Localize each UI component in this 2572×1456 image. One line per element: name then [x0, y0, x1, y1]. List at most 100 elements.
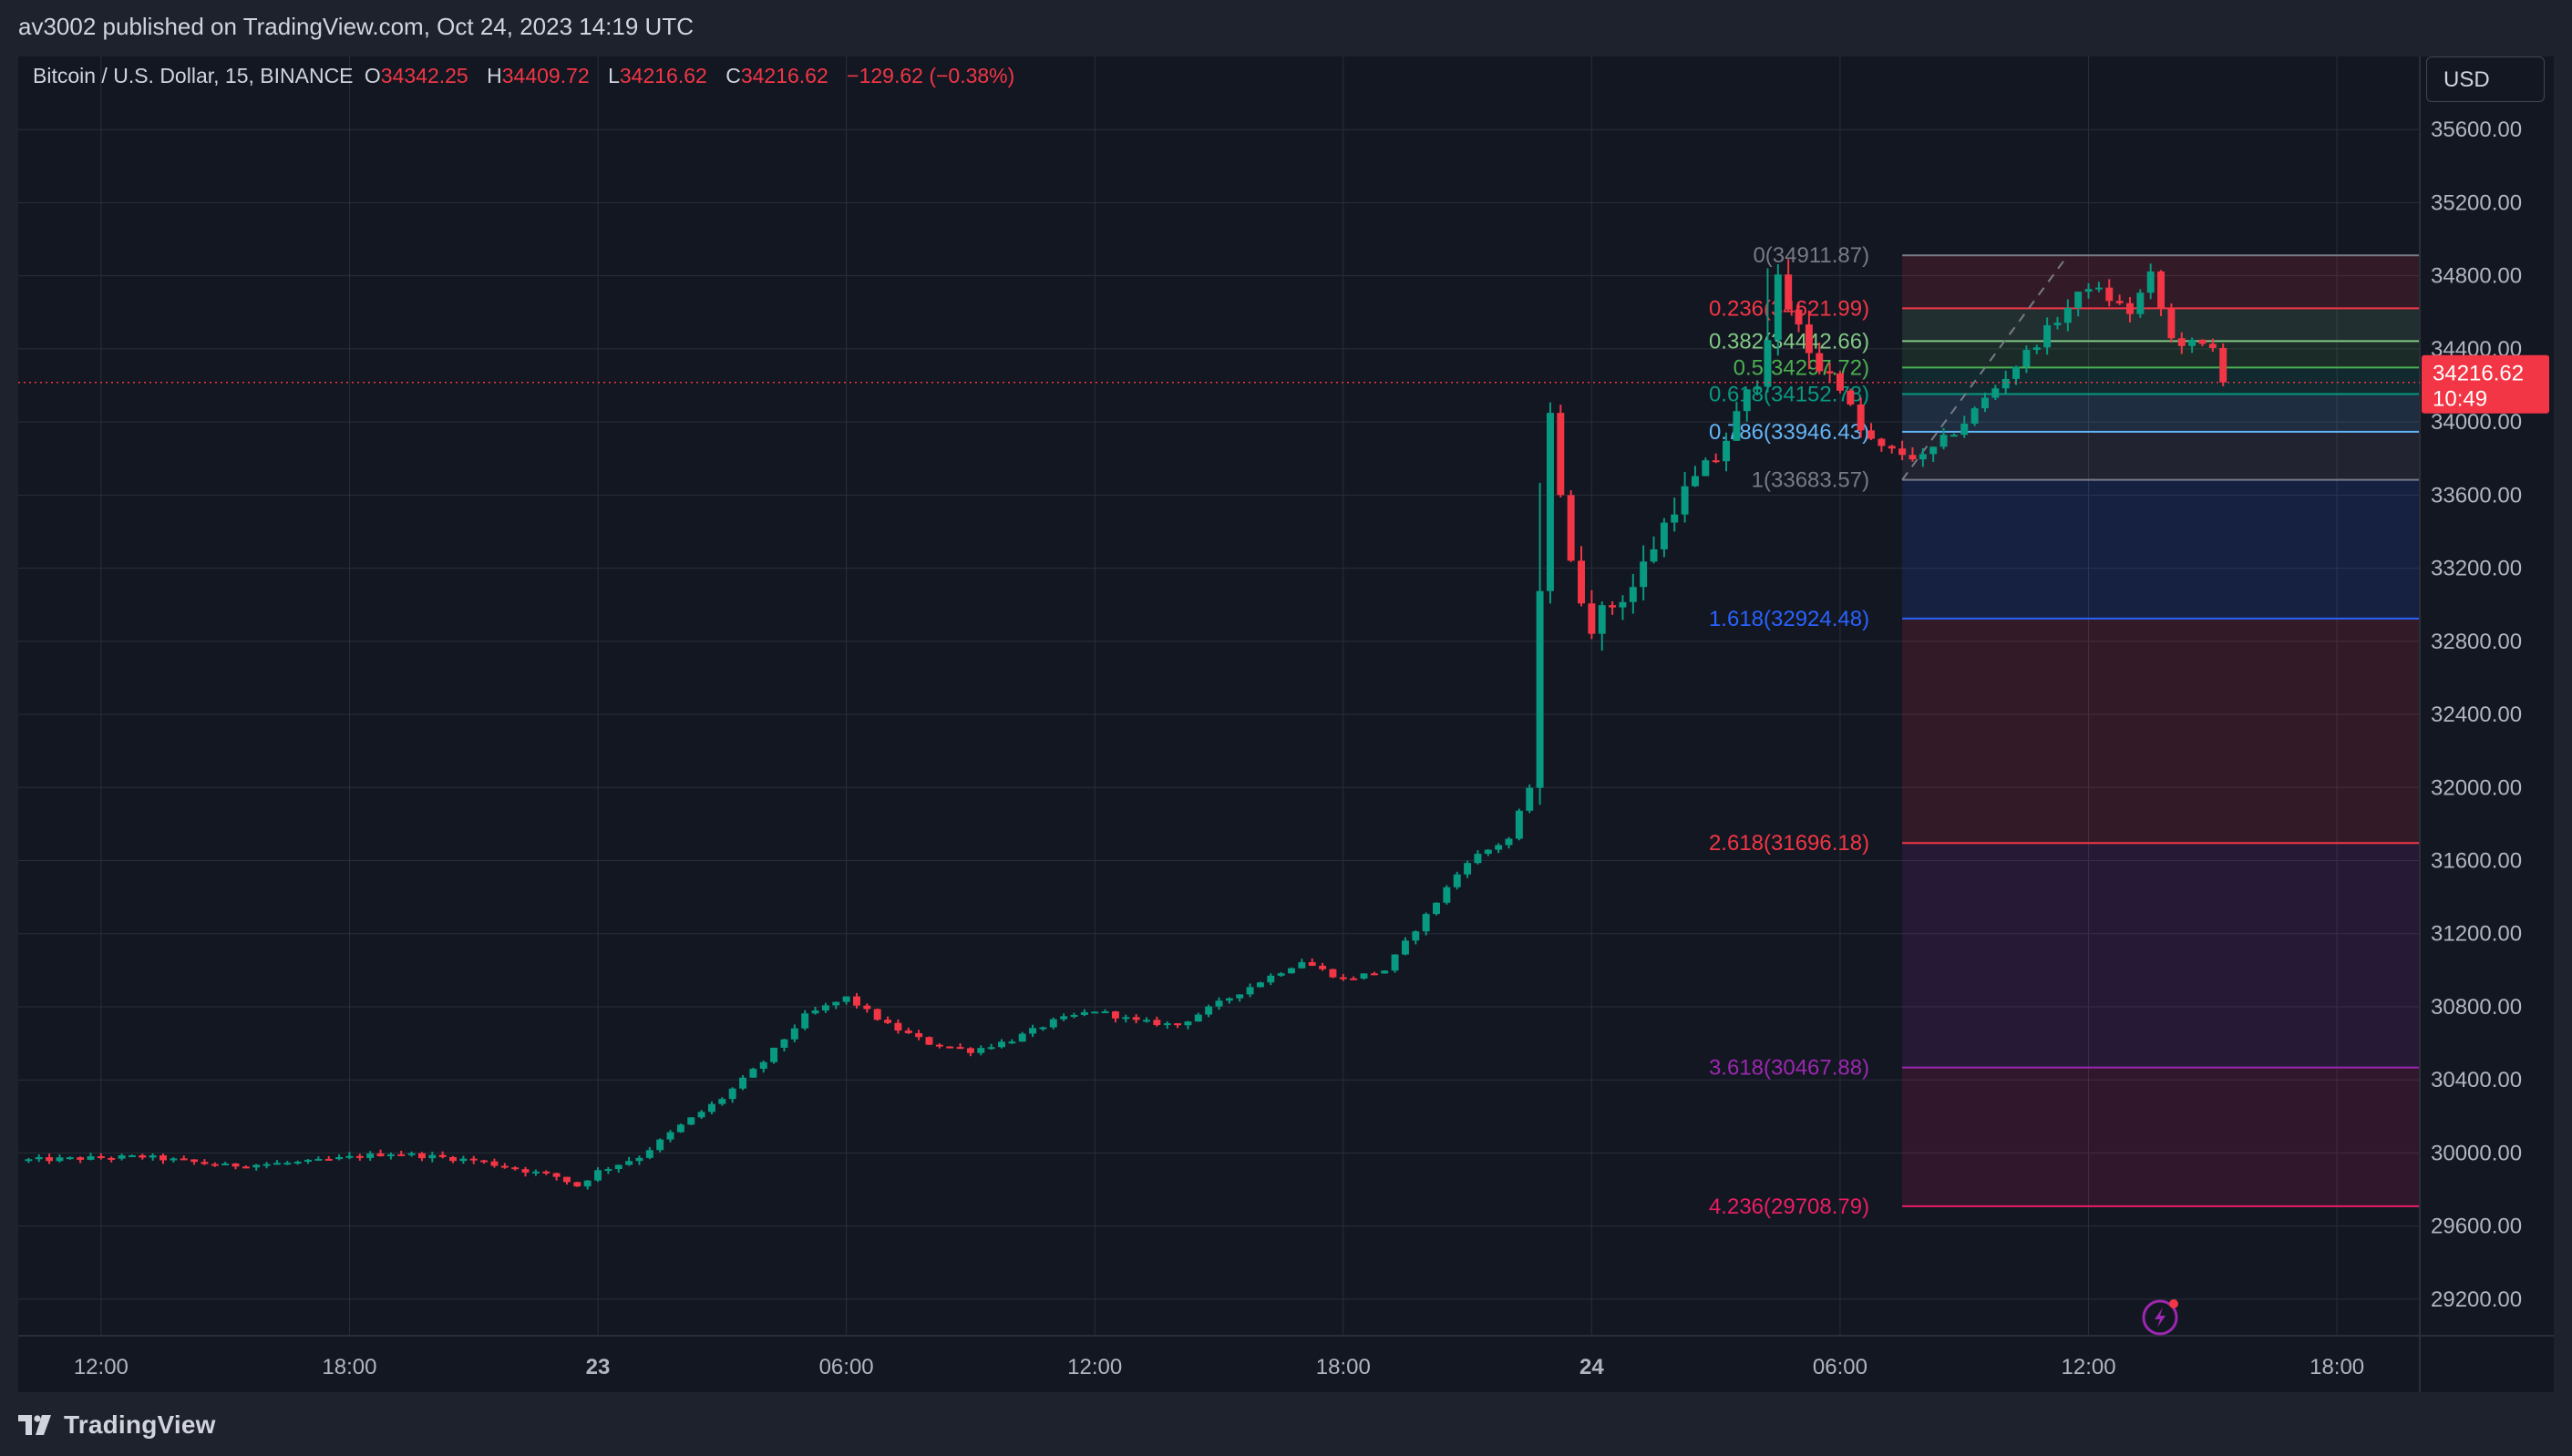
candle[interactable] [1153, 1020, 1161, 1026]
candle[interactable] [811, 1010, 819, 1014]
candle[interactable] [1723, 440, 1731, 462]
candle[interactable] [842, 996, 850, 1002]
candle[interactable] [1970, 408, 1979, 424]
candle[interactable] [2001, 378, 2010, 389]
candle[interactable] [645, 1150, 653, 1158]
candle[interactable] [335, 1156, 344, 1160]
candle[interactable] [1950, 435, 1958, 437]
candle[interactable] [2208, 343, 2217, 348]
candle[interactable] [614, 1164, 622, 1170]
candle[interactable] [97, 1156, 105, 1159]
candle[interactable] [397, 1154, 406, 1156]
candle[interactable] [438, 1154, 447, 1157]
candle[interactable] [46, 1156, 54, 1162]
candle[interactable] [1225, 998, 1233, 1001]
candle[interactable] [1898, 448, 1907, 456]
candle[interactable] [2084, 289, 2093, 292]
candle[interactable] [1826, 371, 1834, 374]
candle[interactable] [1091, 1011, 1099, 1014]
candle[interactable] [2136, 292, 2145, 314]
candle[interactable] [1598, 605, 1606, 634]
candle[interactable] [1774, 274, 1782, 341]
candle[interactable] [1939, 435, 1948, 447]
candle[interactable] [1536, 590, 1544, 788]
candle[interactable] [1049, 1019, 1057, 1028]
candle[interactable] [1339, 977, 1347, 979]
candle[interactable] [1743, 389, 1751, 412]
candle[interactable] [1474, 854, 1482, 864]
candle[interactable] [1464, 863, 1472, 875]
currency-button[interactable]: USD [2426, 56, 2545, 102]
candle[interactable] [459, 1158, 468, 1162]
candle[interactable] [521, 1169, 530, 1173]
candle[interactable] [666, 1132, 674, 1140]
candle[interactable] [552, 1173, 561, 1177]
candle[interactable] [801, 1013, 809, 1029]
candle[interactable] [118, 1155, 126, 1159]
candle[interactable] [1754, 386, 1762, 390]
candle[interactable] [428, 1154, 437, 1159]
candle[interactable] [386, 1154, 395, 1157]
candle[interactable] [417, 1153, 426, 1159]
candle[interactable] [1277, 973, 1285, 976]
candle[interactable] [853, 996, 860, 1006]
candle[interactable] [1578, 560, 1585, 604]
candle[interactable] [1650, 549, 1658, 562]
candle[interactable] [687, 1117, 695, 1125]
candle[interactable] [511, 1167, 520, 1170]
symbol-name[interactable]: Bitcoin / U.S. Dollar, 15, BINANCE [33, 64, 354, 87]
candle[interactable] [1381, 970, 1389, 974]
candle[interactable] [1412, 931, 1420, 941]
candle[interactable] [1184, 1021, 1192, 1026]
candle[interactable] [1401, 940, 1409, 955]
candle[interactable] [759, 1061, 767, 1070]
candle[interactable] [1453, 874, 1461, 887]
candle[interactable] [1298, 962, 1306, 969]
candle[interactable] [1557, 413, 1565, 496]
candle[interactable] [1360, 973, 1368, 979]
candle[interactable] [894, 1022, 902, 1031]
candle[interactable] [604, 1169, 612, 1172]
candle[interactable] [1816, 353, 1824, 372]
candle[interactable] [966, 1048, 974, 1053]
candle[interactable] [273, 1163, 281, 1165]
candle[interactable] [2012, 366, 2021, 379]
candle[interactable] [1671, 514, 1679, 523]
candle[interactable] [1111, 1011, 1119, 1019]
candle[interactable] [594, 1170, 602, 1181]
candle[interactable] [1350, 978, 1358, 980]
candle[interactable] [201, 1162, 209, 1164]
candle[interactable] [1101, 1011, 1109, 1014]
candle[interactable] [1660, 522, 1668, 549]
candle[interactable] [1929, 446, 1938, 455]
candle[interactable] [739, 1077, 747, 1089]
candle[interactable] [139, 1154, 147, 1158]
candle[interactable] [1991, 388, 2000, 398]
candle[interactable] [1174, 1023, 1182, 1026]
candle[interactable] [304, 1159, 312, 1163]
candle[interactable] [1712, 460, 1720, 463]
candle[interactable] [1908, 455, 1917, 460]
candle[interactable] [2094, 287, 2103, 290]
candle[interactable] [1733, 411, 1741, 441]
candle[interactable] [2063, 308, 2072, 323]
candle[interactable] [1960, 423, 1969, 436]
candle[interactable] [2146, 271, 2155, 293]
candle[interactable] [635, 1157, 643, 1162]
candle[interactable] [904, 1030, 912, 1033]
candle[interactable] [1795, 309, 1803, 325]
candle[interactable] [242, 1166, 250, 1169]
candle[interactable] [780, 1039, 788, 1048]
candle[interactable] [500, 1165, 509, 1168]
candle[interactable] [2157, 271, 2166, 308]
candle[interactable] [1619, 601, 1627, 608]
candle[interactable] [946, 1046, 954, 1049]
candle[interactable] [1308, 962, 1316, 966]
candle[interactable] [407, 1153, 416, 1155]
candle[interactable] [1526, 787, 1534, 811]
candle[interactable] [25, 1159, 33, 1162]
candle[interactable] [1515, 810, 1523, 839]
candle[interactable] [1546, 413, 1554, 591]
candle[interactable] [1236, 994, 1244, 999]
candle[interactable] [2198, 339, 2207, 344]
